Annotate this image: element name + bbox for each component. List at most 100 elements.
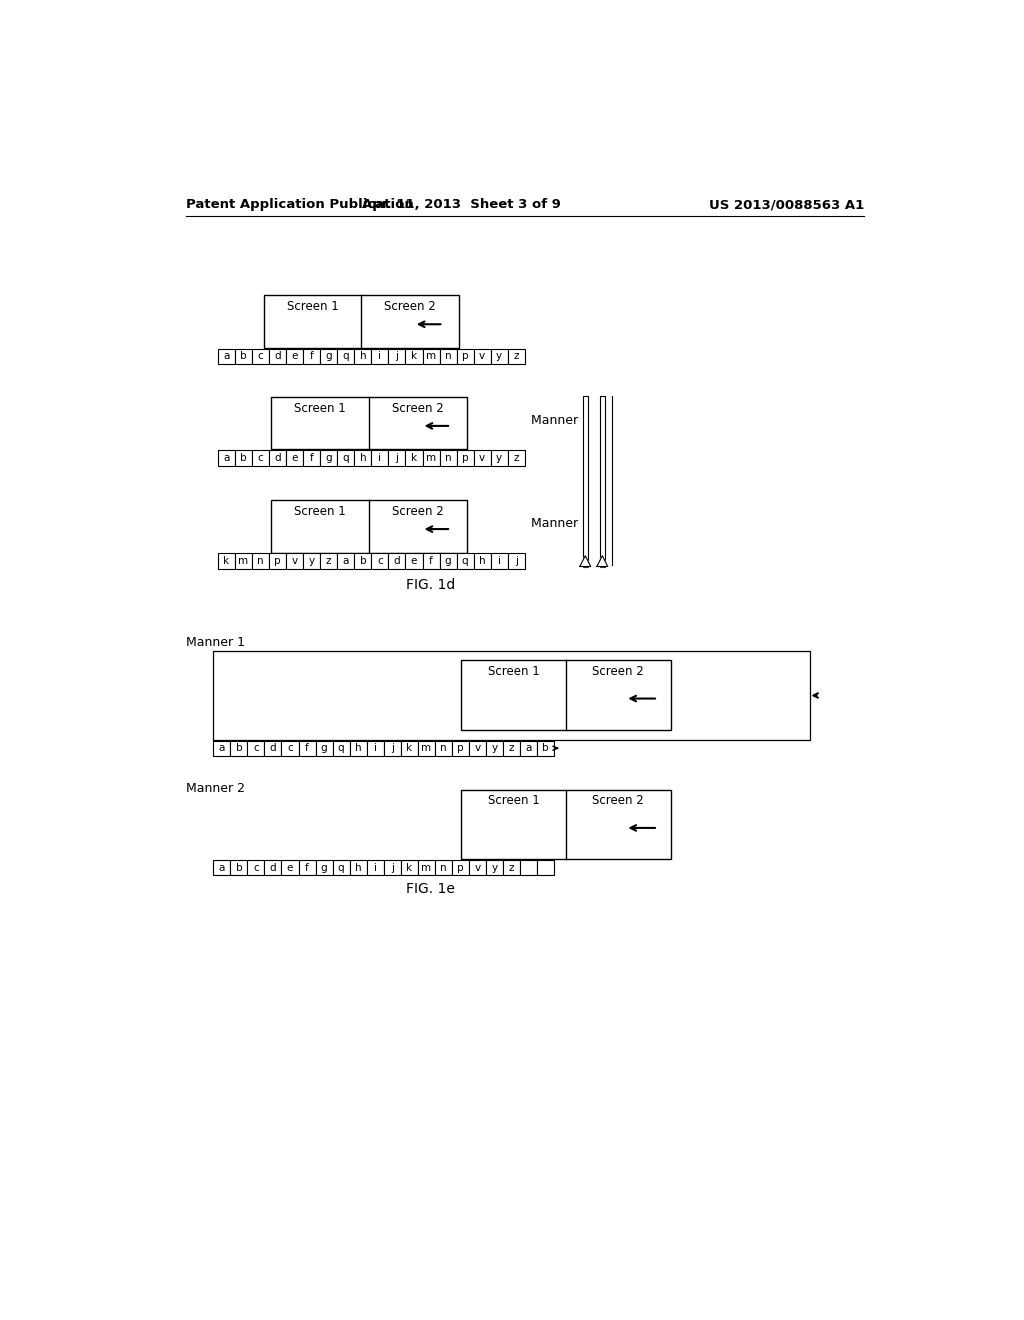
Text: c: c (258, 351, 263, 362)
Bar (583, 396, 588, 566)
Bar (218, 348, 234, 364)
Text: h: h (359, 453, 367, 463)
Text: q: q (462, 556, 468, 566)
Bar (400, 859, 418, 875)
Bar (299, 741, 315, 756)
Bar (461, 660, 671, 730)
Bar (282, 859, 299, 875)
Bar (321, 450, 337, 466)
Text: k: k (407, 862, 413, 873)
Text: n: n (444, 453, 452, 463)
Bar (321, 348, 337, 364)
Bar (315, 859, 333, 875)
Text: y: y (497, 351, 503, 362)
Text: b: b (236, 743, 242, 754)
Bar (299, 859, 315, 875)
Text: d: d (274, 351, 281, 362)
Text: h: h (355, 743, 361, 754)
Text: n: n (257, 556, 264, 566)
Text: g: g (444, 556, 452, 566)
Text: c: c (253, 743, 259, 754)
Text: v: v (292, 556, 298, 566)
Bar (252, 348, 269, 364)
Bar (508, 553, 524, 569)
Bar (423, 450, 439, 466)
Text: Screen 2: Screen 2 (592, 795, 644, 808)
Text: z: z (509, 862, 514, 873)
Text: f: f (310, 351, 313, 362)
Text: i: i (374, 862, 377, 873)
Text: Manner 2: Manner 2 (531, 517, 590, 529)
Bar (303, 450, 321, 466)
Bar (354, 553, 372, 569)
Text: d: d (269, 862, 276, 873)
Text: y: y (308, 556, 314, 566)
Text: v: v (479, 351, 485, 362)
Bar (439, 348, 457, 364)
Text: c: c (287, 743, 293, 754)
Text: FIG. 1d: FIG. 1d (406, 578, 455, 593)
Text: n: n (440, 862, 446, 873)
Text: b: b (359, 556, 367, 566)
Bar (263, 296, 459, 348)
Bar (406, 450, 423, 466)
Bar (423, 553, 439, 569)
Text: f: f (429, 556, 433, 566)
Bar (490, 348, 508, 364)
Text: m: m (421, 743, 431, 754)
Bar (230, 741, 248, 756)
Text: e: e (411, 556, 417, 566)
Bar (490, 553, 508, 569)
Text: Screen 1: Screen 1 (294, 506, 346, 517)
Bar (349, 859, 367, 875)
Bar (457, 348, 474, 364)
Text: Screen 1: Screen 1 (487, 795, 540, 808)
Bar (354, 450, 372, 466)
Text: a: a (343, 556, 349, 566)
Text: a: a (525, 743, 531, 754)
Bar (282, 741, 299, 756)
Text: j: j (395, 453, 398, 463)
Text: c: c (253, 862, 259, 873)
Text: US 2013/0088563 A1: US 2013/0088563 A1 (709, 198, 864, 211)
Text: k: k (411, 453, 417, 463)
Bar (388, 348, 406, 364)
Text: f: f (305, 743, 309, 754)
Text: q: q (338, 743, 344, 754)
Bar (213, 651, 810, 739)
Text: i: i (374, 743, 377, 754)
Bar (230, 859, 248, 875)
Bar (269, 348, 286, 364)
Text: z: z (513, 351, 519, 362)
Bar (337, 348, 354, 364)
Bar (372, 450, 388, 466)
Bar (474, 553, 490, 569)
Text: i: i (498, 556, 501, 566)
Text: e: e (287, 862, 293, 873)
Bar (508, 450, 524, 466)
Bar (234, 450, 252, 466)
Text: h: h (359, 351, 367, 362)
Bar (234, 553, 252, 569)
Text: k: k (407, 743, 413, 754)
Bar (508, 348, 524, 364)
Text: q: q (338, 862, 344, 873)
Bar (271, 500, 467, 553)
Text: k: k (223, 556, 229, 566)
Bar (439, 450, 457, 466)
Text: k: k (411, 351, 417, 362)
Bar (286, 553, 303, 569)
Bar (388, 450, 406, 466)
Text: e: e (292, 453, 298, 463)
Text: Screen 2: Screen 2 (592, 665, 644, 678)
Bar (213, 859, 230, 875)
Bar (252, 450, 269, 466)
Bar (503, 859, 520, 875)
Text: m: m (426, 351, 436, 362)
Text: v: v (479, 453, 485, 463)
Bar (384, 741, 400, 756)
Bar (503, 741, 520, 756)
Text: p: p (274, 556, 281, 566)
Text: n: n (440, 743, 446, 754)
Bar (367, 859, 384, 875)
